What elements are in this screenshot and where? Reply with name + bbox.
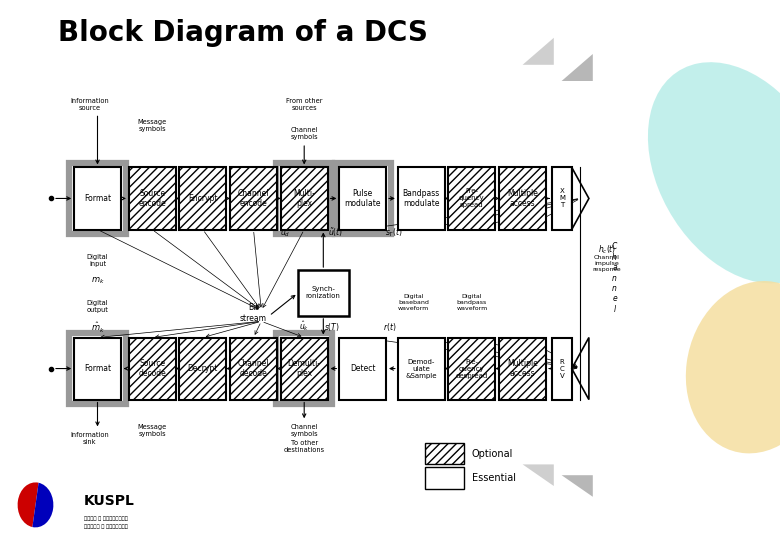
Bar — [281, 167, 328, 230]
Text: Channel
encode: Channel encode — [238, 189, 269, 208]
Bar — [276, 333, 332, 404]
Bar — [425, 443, 464, 464]
Text: Decrypt: Decrypt — [188, 364, 218, 373]
Text: Digital
output: Digital output — [87, 300, 108, 313]
Bar — [298, 270, 349, 316]
Text: X
M
T: X M T — [559, 188, 565, 208]
Text: Optional: Optional — [472, 449, 513, 458]
Text: Bandpass
modulate: Bandpass modulate — [402, 189, 440, 208]
Polygon shape — [562, 475, 593, 497]
Text: Essential: Essential — [472, 473, 516, 483]
Text: $\hat{u}_k$: $\hat{u}_k$ — [299, 320, 310, 333]
Text: Message
symbols: Message symbols — [137, 424, 167, 437]
Bar — [552, 167, 572, 230]
Text: Channel
symbols: Channel symbols — [290, 127, 318, 140]
Text: $s_T(t)$: $s_T(t)$ — [385, 227, 402, 239]
Bar — [74, 167, 121, 230]
Wedge shape — [18, 482, 38, 527]
Text: 신호처리 및 지능시스템연구실: 신호처리 및 지능시스템연구실 — [84, 516, 128, 521]
Text: Information
source: Information source — [70, 98, 109, 111]
Text: Multiple
access: Multiple access — [507, 359, 538, 378]
Text: R
C
V: R C V — [559, 359, 565, 379]
Text: Channel
decode: Channel decode — [238, 359, 269, 378]
Bar — [69, 333, 126, 404]
Text: Digital
input: Digital input — [87, 254, 108, 267]
Bar — [281, 338, 328, 400]
Text: Source
encode: Source encode — [138, 189, 166, 208]
Text: $s(T)$: $s(T)$ — [324, 321, 339, 333]
Bar — [335, 163, 391, 234]
Text: Digital
baseband
waveform: Digital baseband waveform — [398, 294, 429, 310]
Wedge shape — [33, 483, 53, 528]
Bar — [179, 338, 226, 400]
Text: Message
symbols: Message symbols — [137, 119, 167, 132]
Text: Bit
stream: Bit stream — [240, 303, 267, 323]
Bar — [69, 163, 126, 234]
Polygon shape — [523, 38, 554, 65]
Bar — [230, 167, 277, 230]
Text: Synch-
ronization: Synch- ronization — [306, 286, 341, 300]
Text: To other
destinations: To other destinations — [284, 440, 324, 453]
Text: Demod-
ulate
&Sample: Demod- ulate &Sample — [406, 359, 437, 379]
Bar — [448, 338, 495, 400]
Text: Information
sink: Information sink — [70, 432, 109, 445]
Text: $\tilde{u}(t)$: $\tilde{u}(t)$ — [328, 226, 343, 239]
Text: 디지털통신 및 신호처리연구실: 디지털통신 및 신호처리연구실 — [84, 524, 128, 529]
Text: Encrypt: Encrypt — [188, 194, 218, 203]
Bar — [552, 338, 572, 400]
Text: Channel
impulse
response: Channel impulse response — [593, 255, 621, 272]
Polygon shape — [562, 54, 593, 81]
Text: $r(t)$: $r(t)$ — [383, 321, 397, 333]
Text: Block Diagram of a DCS: Block Diagram of a DCS — [58, 19, 428, 47]
Bar — [499, 167, 546, 230]
Bar — [129, 338, 176, 400]
Bar — [230, 338, 277, 400]
Bar — [276, 163, 332, 234]
Text: Multiple
access: Multiple access — [507, 189, 538, 208]
Text: Fre-
quency
spread: Fre- quency spread — [459, 188, 484, 208]
Bar — [179, 167, 226, 230]
Ellipse shape — [648, 62, 780, 284]
Bar — [425, 467, 464, 489]
Bar — [339, 167, 386, 230]
Bar — [448, 167, 495, 230]
Text: $\hat{m}_k$: $\hat{m}_k$ — [90, 321, 105, 335]
Text: Detect: Detect — [350, 364, 375, 373]
Ellipse shape — [686, 281, 780, 454]
Bar — [339, 338, 386, 400]
Text: Multi-
plex: Multi- plex — [293, 189, 315, 208]
Bar — [398, 338, 445, 400]
Text: Fre-
quency
despread: Fre- quency despread — [456, 359, 488, 379]
Text: From other
sources: From other sources — [286, 98, 322, 111]
Text: C
h
a
n
n
e
l: C h a n n e l — [612, 242, 617, 314]
Text: $h_c(t)$: $h_c(t)$ — [597, 243, 616, 255]
Text: $u_d$: $u_d$ — [279, 229, 290, 239]
Polygon shape — [523, 464, 554, 486]
Text: $m_k$: $m_k$ — [90, 275, 105, 286]
Bar — [398, 167, 445, 230]
Text: Pulse
modulate: Pulse modulate — [345, 189, 381, 208]
Bar — [129, 167, 176, 230]
Text: Channel
symbols: Channel symbols — [290, 424, 318, 437]
Bar — [499, 338, 546, 400]
Text: Digital
bandpass
waveform: Digital bandpass waveform — [456, 294, 488, 310]
Text: Format: Format — [84, 194, 111, 203]
Text: Demulti-
plex: Demulti- plex — [288, 359, 321, 378]
Text: Source
decode: Source decode — [138, 359, 166, 378]
Text: Format: Format — [84, 364, 111, 373]
Text: KUSPL: KUSPL — [84, 494, 135, 508]
Bar — [74, 338, 121, 400]
